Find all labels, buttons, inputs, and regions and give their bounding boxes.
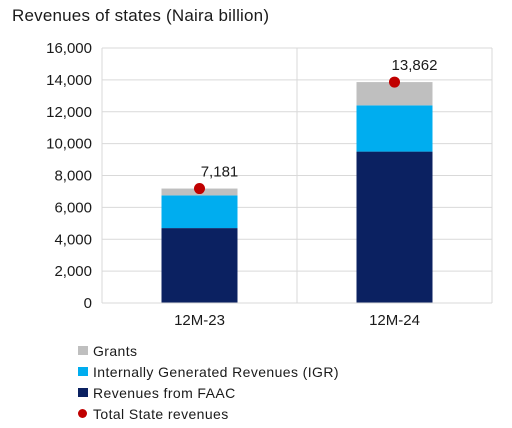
- bar-grants-12m-24: [356, 82, 433, 106]
- bar-revenues-from-faac-12m-23: [161, 228, 238, 303]
- y-tick-label: 10,000: [46, 136, 92, 153]
- total-marker-12m-24: [389, 76, 400, 88]
- y-tick-label: 2,000: [54, 263, 92, 280]
- y-tick-label: 4,000: [54, 231, 92, 248]
- y-tick-label: 14,000: [46, 72, 92, 89]
- legend-item-grants: Grants: [78, 340, 339, 361]
- y-tick-label: 6,000: [54, 199, 92, 216]
- bar-internally-generated-revenues-igr-12m-24: [356, 105, 433, 152]
- legend-marker-total: [78, 409, 87, 418]
- legend-label-igr: Internally Generated Revenues (IGR): [93, 363, 339, 380]
- legend-item-faac: Revenues from FAAC: [78, 382, 339, 403]
- legend-item-total: Total State revenues: [78, 403, 339, 424]
- legend-item-igr: Internally Generated Revenues (IGR): [78, 361, 339, 382]
- legend-label-grants: Grants: [93, 342, 138, 359]
- legend-swatch-grants: [78, 346, 88, 355]
- total-data-label: 7,181: [201, 164, 239, 181]
- x-tick-label: 12M-24: [369, 312, 420, 329]
- y-tick-label: 16,000: [46, 40, 92, 57]
- legend-label-total: Total State revenues: [93, 405, 229, 422]
- bar-revenues-from-faac-12m-24: [356, 151, 433, 303]
- legend-swatch-faac: [78, 388, 88, 397]
- legend-label-faac: Revenues from FAAC: [93, 384, 236, 401]
- total-data-label: 13,862: [392, 57, 438, 74]
- chart-title: Revenues of states (Naira billion): [12, 6, 270, 25]
- legend: Grants Internally Generated Revenues (IG…: [78, 340, 339, 424]
- y-tick-label: 8,000: [54, 168, 92, 185]
- y-tick-label: 12,000: [46, 104, 92, 121]
- total-marker-12m-23: [194, 183, 205, 195]
- y-tick-label: 0: [84, 295, 92, 312]
- x-tick-label: 12M-23: [174, 312, 225, 329]
- bar-internally-generated-revenues-igr-12m-23: [161, 195, 238, 229]
- legend-swatch-igr: [78, 367, 88, 376]
